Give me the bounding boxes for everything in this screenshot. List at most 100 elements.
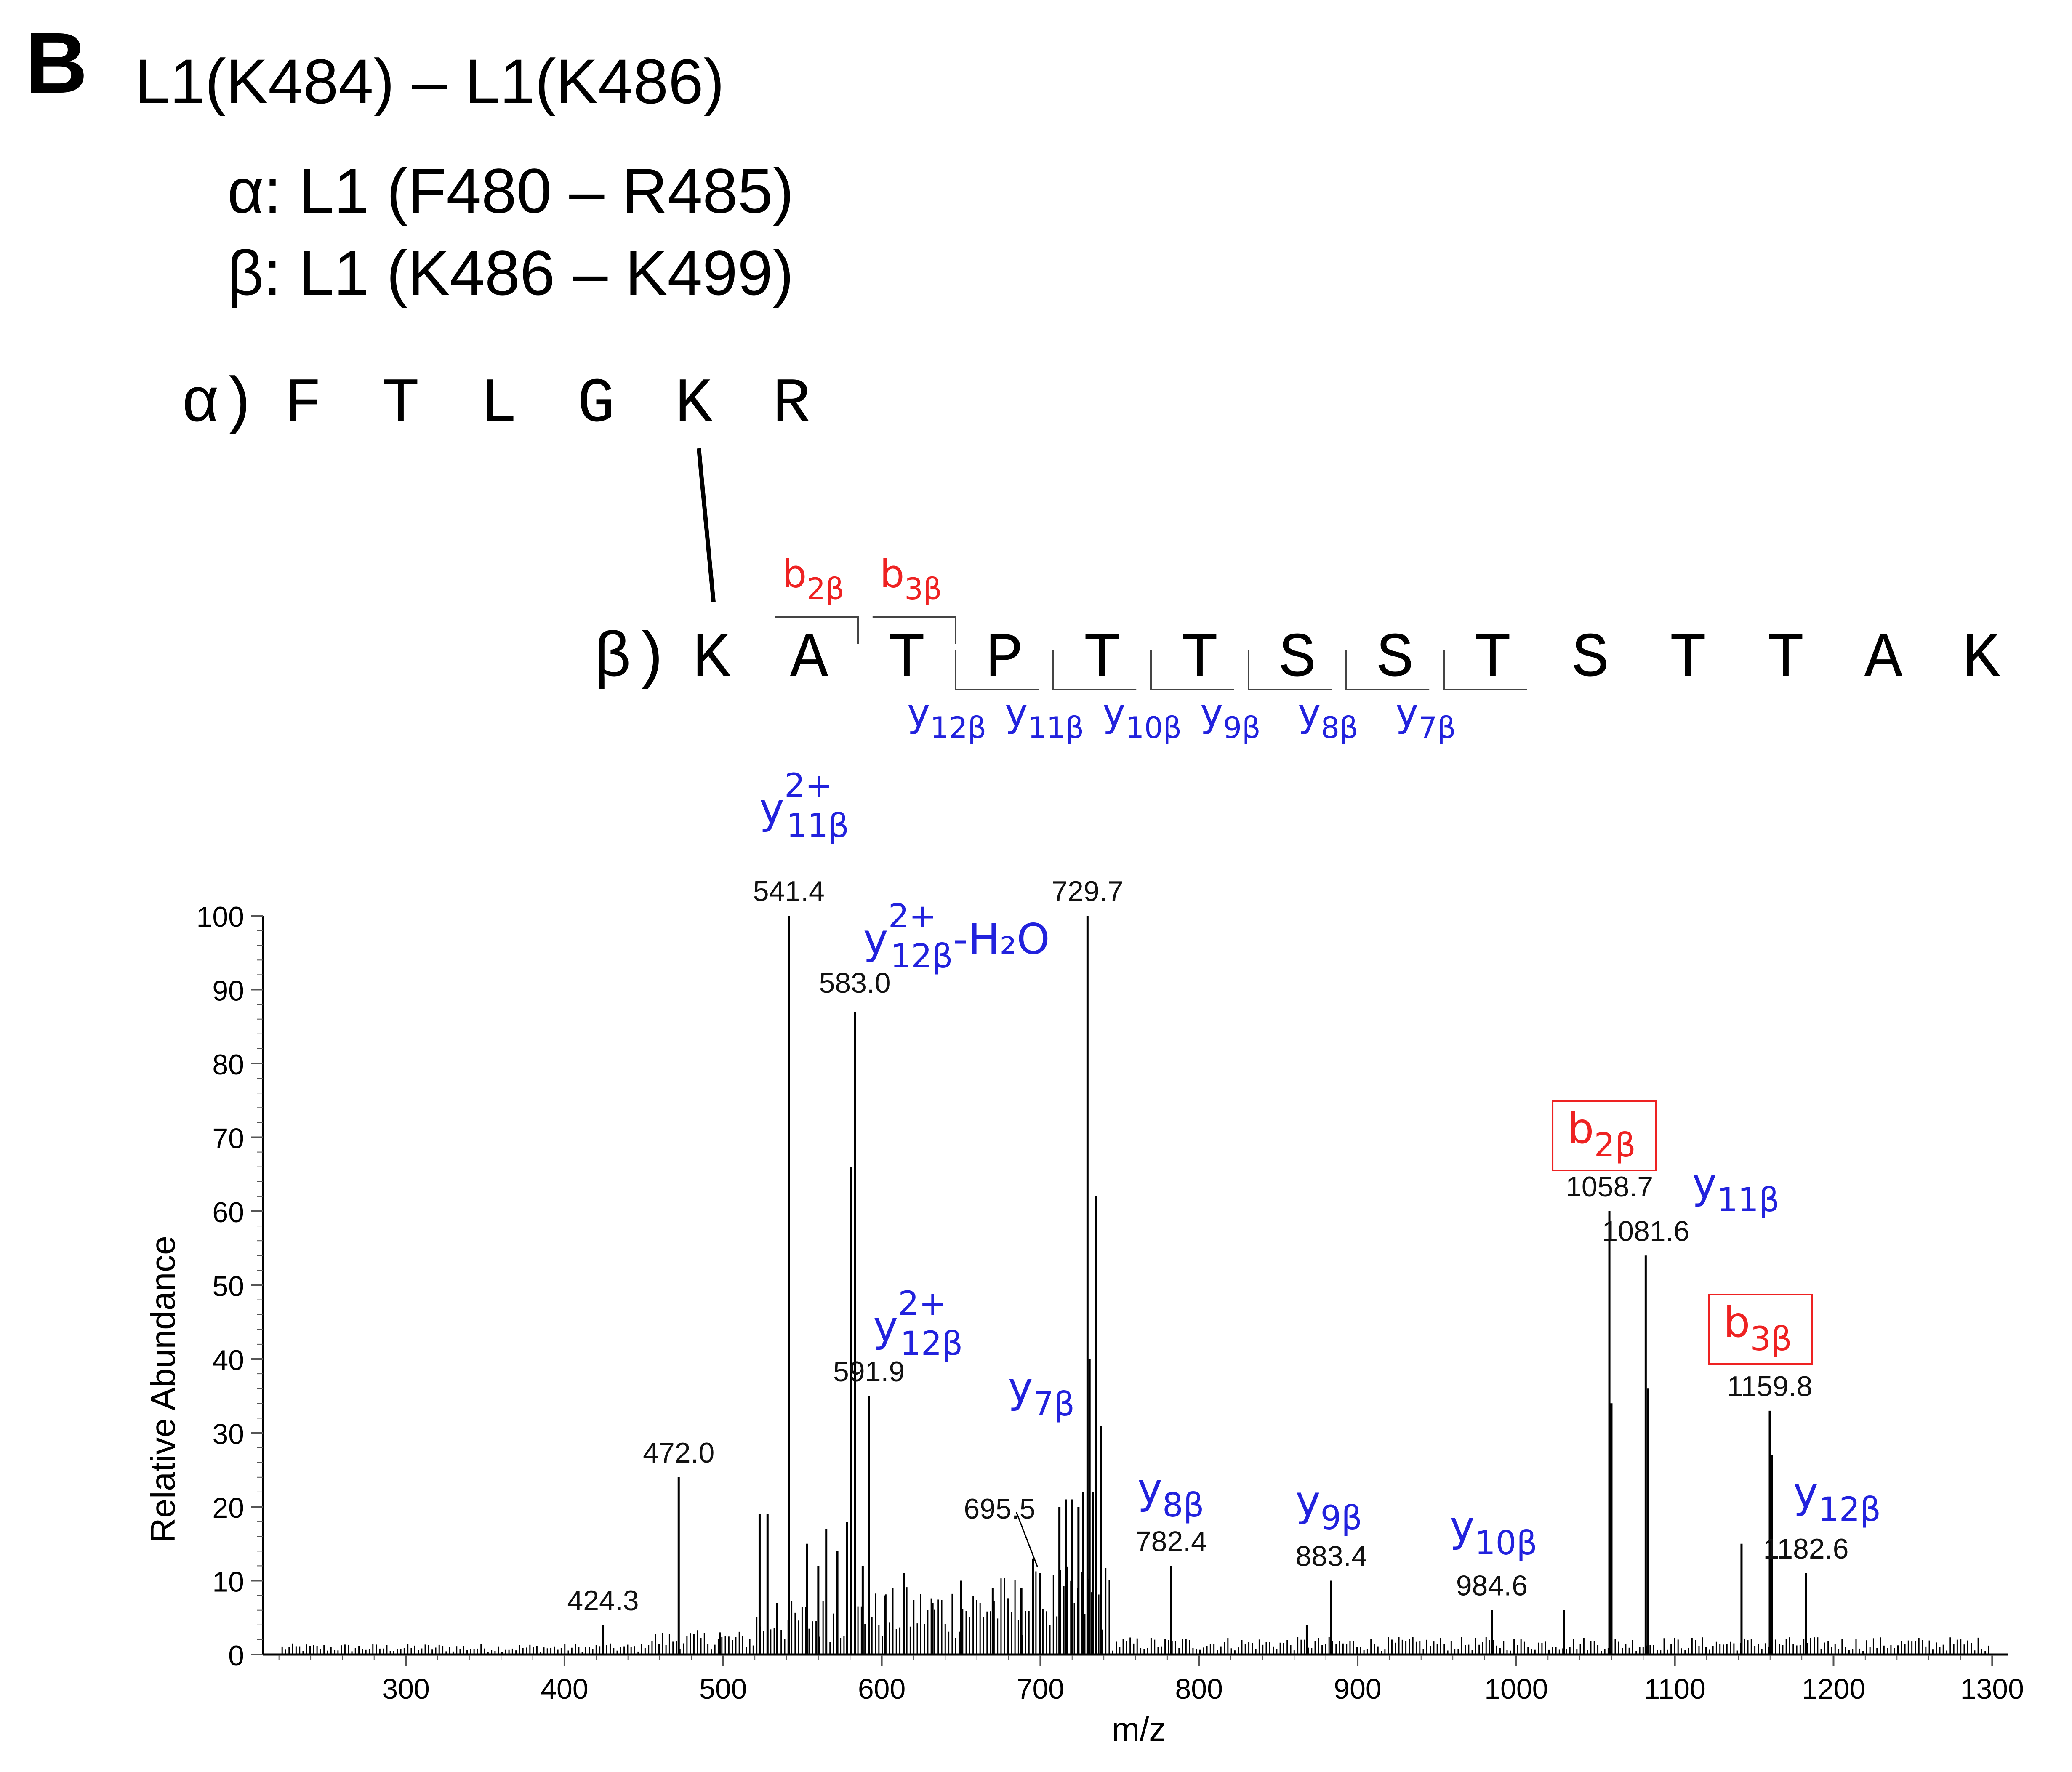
ion-annotation: b3β bbox=[1708, 1294, 1813, 1365]
y-ion-marker bbox=[955, 650, 1039, 690]
peak-mz-label: 541.4 bbox=[753, 875, 825, 907]
svg-text:y9β: y9β bbox=[1295, 1476, 1362, 1537]
x-tick-label: 700 bbox=[1017, 1673, 1064, 1705]
alpha-residue: R bbox=[772, 369, 810, 440]
peak-mz-label: 583.0 bbox=[819, 967, 890, 999]
x-tick-label: 900 bbox=[1334, 1673, 1381, 1705]
y-ion-label: y9β bbox=[1200, 690, 1261, 745]
x-tick-label: 1100 bbox=[1644, 1673, 1706, 1705]
panel-title: L1(K484) – L1(K486) bbox=[135, 46, 724, 117]
y-tick-label: 90 bbox=[212, 975, 244, 1007]
peak-mz-label: 1058.7 bbox=[1566, 1171, 1653, 1203]
ion-annotation: y11β bbox=[1692, 1159, 1779, 1219]
alpha-residue: L bbox=[479, 369, 517, 440]
svg-text:y12β: y12β bbox=[1793, 1468, 1881, 1529]
peak-labels: 424.3 472.0 541.4 583.0 591.9 695.5 729.7 782.4… bbox=[567, 875, 1848, 1617]
y-ion-marker bbox=[1443, 650, 1527, 690]
ion-annotation: y2+ 12β-H₂O bbox=[863, 898, 1050, 975]
peak-mz-label: 591.9 bbox=[833, 1356, 905, 1388]
ion-annotation: y7β bbox=[1008, 1363, 1075, 1423]
ion-annotation: y8β bbox=[1137, 1464, 1204, 1524]
y-tick-label: 10 bbox=[212, 1566, 244, 1598]
y-tick-label: 70 bbox=[212, 1123, 244, 1155]
beta-residue: T bbox=[888, 624, 926, 695]
beta-residue: K bbox=[692, 624, 730, 695]
beta-chain-range: β: L1 (K486 – K499) bbox=[227, 237, 794, 308]
ion-annotation: y9β bbox=[1295, 1476, 1362, 1537]
x-tick-label: 1300 bbox=[1960, 1673, 2024, 1705]
beta-residue: S bbox=[1571, 624, 1609, 695]
b-ion-marker bbox=[872, 616, 956, 644]
y-tick-label: 30 bbox=[212, 1418, 244, 1450]
y-ion-marker bbox=[1150, 650, 1234, 690]
beta-residue: T bbox=[1474, 624, 1512, 695]
beta-residue: A bbox=[790, 624, 828, 695]
b-ion-label: b2β bbox=[782, 552, 844, 606]
svg-text:y8β: y8β bbox=[1137, 1464, 1204, 1524]
baseline-noise bbox=[281, 1566, 1989, 1655]
peak-mz-label: 1081.6 bbox=[1602, 1215, 1689, 1247]
crosslink-line bbox=[697, 448, 716, 602]
y-axis-label: Relative Abundance bbox=[144, 1236, 182, 1543]
x-tick-label: 600 bbox=[858, 1673, 906, 1705]
alpha-residue: K bbox=[675, 369, 713, 440]
x-tick-label: 300 bbox=[382, 1673, 429, 1705]
y-tick-label: 40 bbox=[212, 1344, 244, 1376]
alpha-residue: F bbox=[284, 369, 322, 440]
alpha-residue: G bbox=[577, 369, 615, 440]
peak-series bbox=[602, 916, 1807, 1655]
beta-prefix: β) bbox=[594, 624, 669, 695]
x-tick-label: 800 bbox=[1175, 1673, 1222, 1705]
alpha-sequence: α) F T L G K R bbox=[181, 369, 810, 440]
b-ion-marker bbox=[775, 616, 859, 644]
y-ion-marker bbox=[1345, 650, 1430, 690]
svg-text:y2+12β: y2+ 12β bbox=[873, 1285, 963, 1363]
alpha-residue: T bbox=[382, 369, 420, 440]
y-ion-label: y8β bbox=[1298, 690, 1358, 745]
b-ion-label: b3β bbox=[880, 552, 942, 606]
x-tick-label: 500 bbox=[699, 1673, 747, 1705]
beta-residue: T bbox=[1767, 624, 1805, 695]
panel-letter: B bbox=[25, 15, 88, 111]
beta-residue: T bbox=[1083, 624, 1121, 695]
peak-mz-label: 1159.8 bbox=[1727, 1370, 1813, 1402]
svg-text:y10β: y10β bbox=[1450, 1502, 1537, 1562]
beta-residue: S bbox=[1278, 624, 1316, 695]
peak-mz-label: 782.4 bbox=[1135, 1525, 1207, 1557]
y-tick-label: 80 bbox=[212, 1049, 244, 1081]
y-tick-label: 50 bbox=[212, 1271, 244, 1303]
leader-line bbox=[1016, 1512, 1038, 1567]
y-ion-label: y10β bbox=[1103, 690, 1182, 745]
ion-annotation: y2+ 11β bbox=[759, 767, 849, 845]
beta-residue: A bbox=[1864, 624, 1902, 695]
ion-box bbox=[1552, 1100, 1657, 1171]
peak-mz-label: 424.3 bbox=[567, 1585, 639, 1617]
peak-mz-label: 729.7 bbox=[1052, 875, 1123, 907]
peak-mz-label: 472.0 bbox=[643, 1437, 714, 1469]
y-ion-label: y7β bbox=[1396, 690, 1456, 745]
ion-annotation: y12β bbox=[1793, 1468, 1881, 1529]
y-tick-label: 0 bbox=[228, 1640, 244, 1672]
beta-residue: P bbox=[985, 624, 1023, 695]
svg-text:y2+11β: y2+ 11β bbox=[759, 767, 849, 845]
x-axis-label: m/z bbox=[1112, 1711, 1166, 1748]
beta-residue: K bbox=[1962, 624, 2000, 695]
ion-box bbox=[1708, 1294, 1813, 1365]
beta-residue: T bbox=[1669, 624, 1707, 695]
x-tick-label: 1200 bbox=[1802, 1673, 1865, 1705]
spectrum-plot: 0 10 20 30 40 50 60 70 80 90 100 300 400 500 600 700 800… bbox=[144, 767, 2024, 1748]
peak-mz-label: 1182.6 bbox=[1763, 1533, 1848, 1565]
y-tick-label: 60 bbox=[212, 1196, 244, 1228]
svg-text:b3β: b3β bbox=[1723, 1298, 1792, 1358]
beta-sequence: β) K A T P T T S S T S T T A K bbox=[594, 624, 2000, 695]
y-ion-label: y11β bbox=[1005, 690, 1084, 745]
axes: 0 10 20 30 40 50 60 70 80 90 100 300 400 500 600 700 800… bbox=[197, 901, 2024, 1705]
peak-mz-label: 883.4 bbox=[1295, 1540, 1367, 1572]
y-tick-label: 100 bbox=[197, 901, 244, 933]
ion-annotation: y10β bbox=[1450, 1502, 1537, 1562]
svg-text:y2+12β-H₂O: y2+ 12β-H₂O bbox=[863, 898, 1050, 975]
ion-annotation: b2β bbox=[1552, 1100, 1657, 1171]
y-ion-marker bbox=[1052, 650, 1137, 690]
